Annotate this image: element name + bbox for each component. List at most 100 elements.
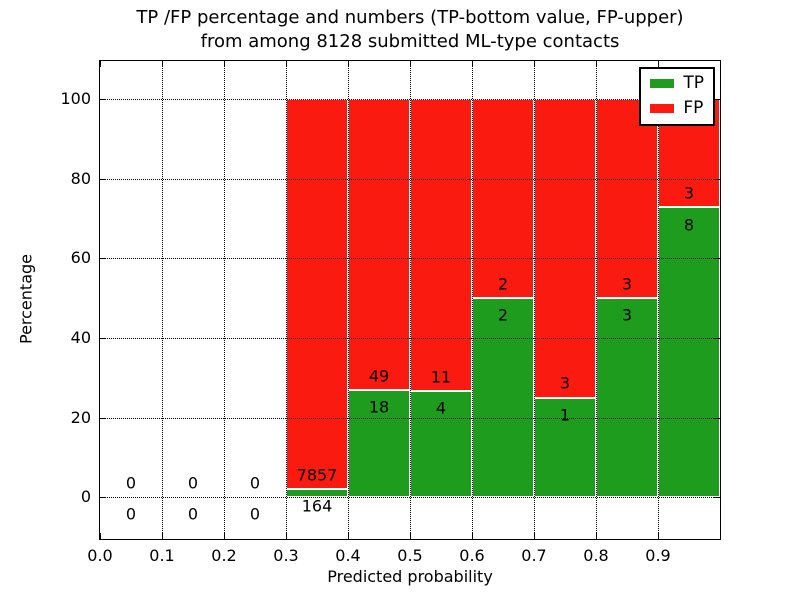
x-tick-label: 0.2: [211, 546, 237, 565]
y-tick-mark: [100, 98, 106, 100]
fp-count-label: 49: [368, 366, 390, 386]
plot-area: TP FP 0 0 0 0 0 0 7857 164 49 18 11 4 2 2 3 1 3 3 3 8: [99, 60, 721, 540]
tp-count-label: 18: [368, 397, 390, 417]
x-tick-mark: [410, 533, 411, 539]
y-tick-label: 60: [70, 248, 91, 268]
x-tick-label: 0.4: [335, 546, 361, 565]
x-tick-label: 0.6: [459, 546, 485, 565]
legend-label-tp: TP: [683, 73, 704, 93]
fp-count-label: 11: [430, 367, 452, 387]
fp-count-label: 7857: [296, 465, 338, 485]
y-tick-label: 0: [80, 487, 91, 507]
x-tick-mark-top: [100, 61, 101, 67]
x-tick-mark: [534, 533, 535, 539]
x-tick-label: 0.8: [583, 546, 609, 565]
tp-count-label: 3: [621, 305, 633, 325]
x-tick-mark-top: [286, 61, 287, 67]
x-tick-mark: [596, 533, 597, 539]
v-gridline: [410, 61, 411, 539]
y-tick-mark-right: [714, 98, 720, 100]
fp-count-label: 3: [683, 183, 695, 203]
bar-segment-tp: [658, 207, 720, 498]
x-tick-label: 0.1: [149, 546, 175, 565]
y-tick-mark-right: [714, 337, 720, 339]
fp-count-label: 3: [621, 274, 633, 294]
x-tick-mark-top: [472, 61, 473, 67]
tp-count-label: 0: [125, 504, 137, 524]
tp-count-label: 8: [683, 215, 695, 235]
y-tick-mark-right: [714, 497, 720, 499]
x-tick-mark-top: [534, 61, 535, 67]
legend-label-fp: FP: [683, 98, 704, 118]
v-gridline: [348, 61, 349, 539]
x-tick-label: 0.7: [521, 546, 547, 565]
x-tick-mark-top: [658, 61, 659, 67]
tp-count-label: 4: [435, 398, 447, 418]
x-tick-mark: [348, 533, 349, 539]
y-tick-label: 100: [60, 88, 91, 108]
bar-segment-fp: [348, 98, 410, 391]
x-tick-label: 0.0: [87, 546, 113, 565]
y-tick-mark-right: [714, 417, 720, 419]
fp-count-label: 0: [125, 473, 137, 493]
tp-count-label: 0: [187, 504, 199, 524]
v-gridline: [472, 61, 473, 539]
x-tick-mark: [658, 533, 659, 539]
x-axis-label: Predicted probability: [327, 567, 493, 586]
x-tick-mark: [162, 533, 163, 539]
y-tick-mark-right: [714, 178, 720, 180]
bar-segment-tp: [472, 298, 534, 498]
y-tick-mark: [100, 337, 106, 339]
x-tick-mark-top: [410, 61, 411, 67]
fp-count-label: 0: [187, 473, 199, 493]
v-gridline: [224, 61, 225, 539]
y-tick-mark: [100, 417, 106, 419]
tp-count-label: 2: [497, 305, 509, 325]
bar-segment-fp: [286, 98, 348, 490]
y-tick-mark: [100, 258, 106, 260]
y-tick-mark: [100, 497, 106, 499]
x-tick-label: 0.3: [273, 546, 299, 565]
tp-count-label: 1: [559, 405, 571, 425]
legend-swatch-tp-icon: [650, 79, 675, 88]
bar-segment-fp: [534, 98, 596, 398]
y-tick-label: 40: [70, 327, 91, 347]
fp-count-label: 3: [559, 373, 571, 393]
x-tick-label: 0.9: [645, 546, 671, 565]
x-tick-mark: [286, 533, 287, 539]
bar-segment-tp: [410, 390, 472, 498]
tp-count-label: 164: [301, 496, 333, 516]
x-tick-mark-top: [162, 61, 163, 67]
v-gridline: [286, 61, 287, 539]
v-gridline: [162, 61, 163, 539]
bar-segment-fp: [410, 98, 472, 391]
bar-segment-tp: [348, 390, 410, 498]
y-tick-mark-right: [714, 258, 720, 260]
x-tick-mark: [472, 533, 473, 539]
legend-swatch-fp-icon: [650, 104, 675, 113]
x-tick-mark-top: [596, 61, 597, 67]
bar-segment-fp: [472, 98, 534, 298]
y-tick-label: 20: [70, 407, 91, 427]
tp-count-label: 0: [249, 504, 261, 524]
chart-title-line1: TP /FP percentage and numbers (TP-bottom…: [136, 7, 684, 28]
v-gridline: [658, 61, 659, 539]
bar-segment-fp: [596, 98, 658, 298]
x-tick-mark-top: [348, 61, 349, 67]
legend: TP FP: [639, 67, 715, 126]
fp-count-label: 2: [497, 274, 509, 294]
v-gridline: [596, 61, 597, 539]
x-tick-label: 0.5: [397, 546, 423, 565]
y-tick-label: 80: [70, 168, 91, 188]
fp-count-label: 0: [249, 473, 261, 493]
x-tick-mark: [224, 533, 225, 539]
legend-item-tp: TP: [650, 75, 704, 92]
y-tick-mark: [100, 178, 106, 180]
chart-title-line2: from among 8128 submitted ML-type contac…: [200, 31, 620, 52]
bar-segment-tp: [596, 298, 658, 498]
x-tick-mark-top: [224, 61, 225, 67]
x-tick-mark: [100, 533, 101, 539]
legend-item-fp: FP: [650, 100, 704, 117]
v-gridline: [534, 61, 535, 539]
